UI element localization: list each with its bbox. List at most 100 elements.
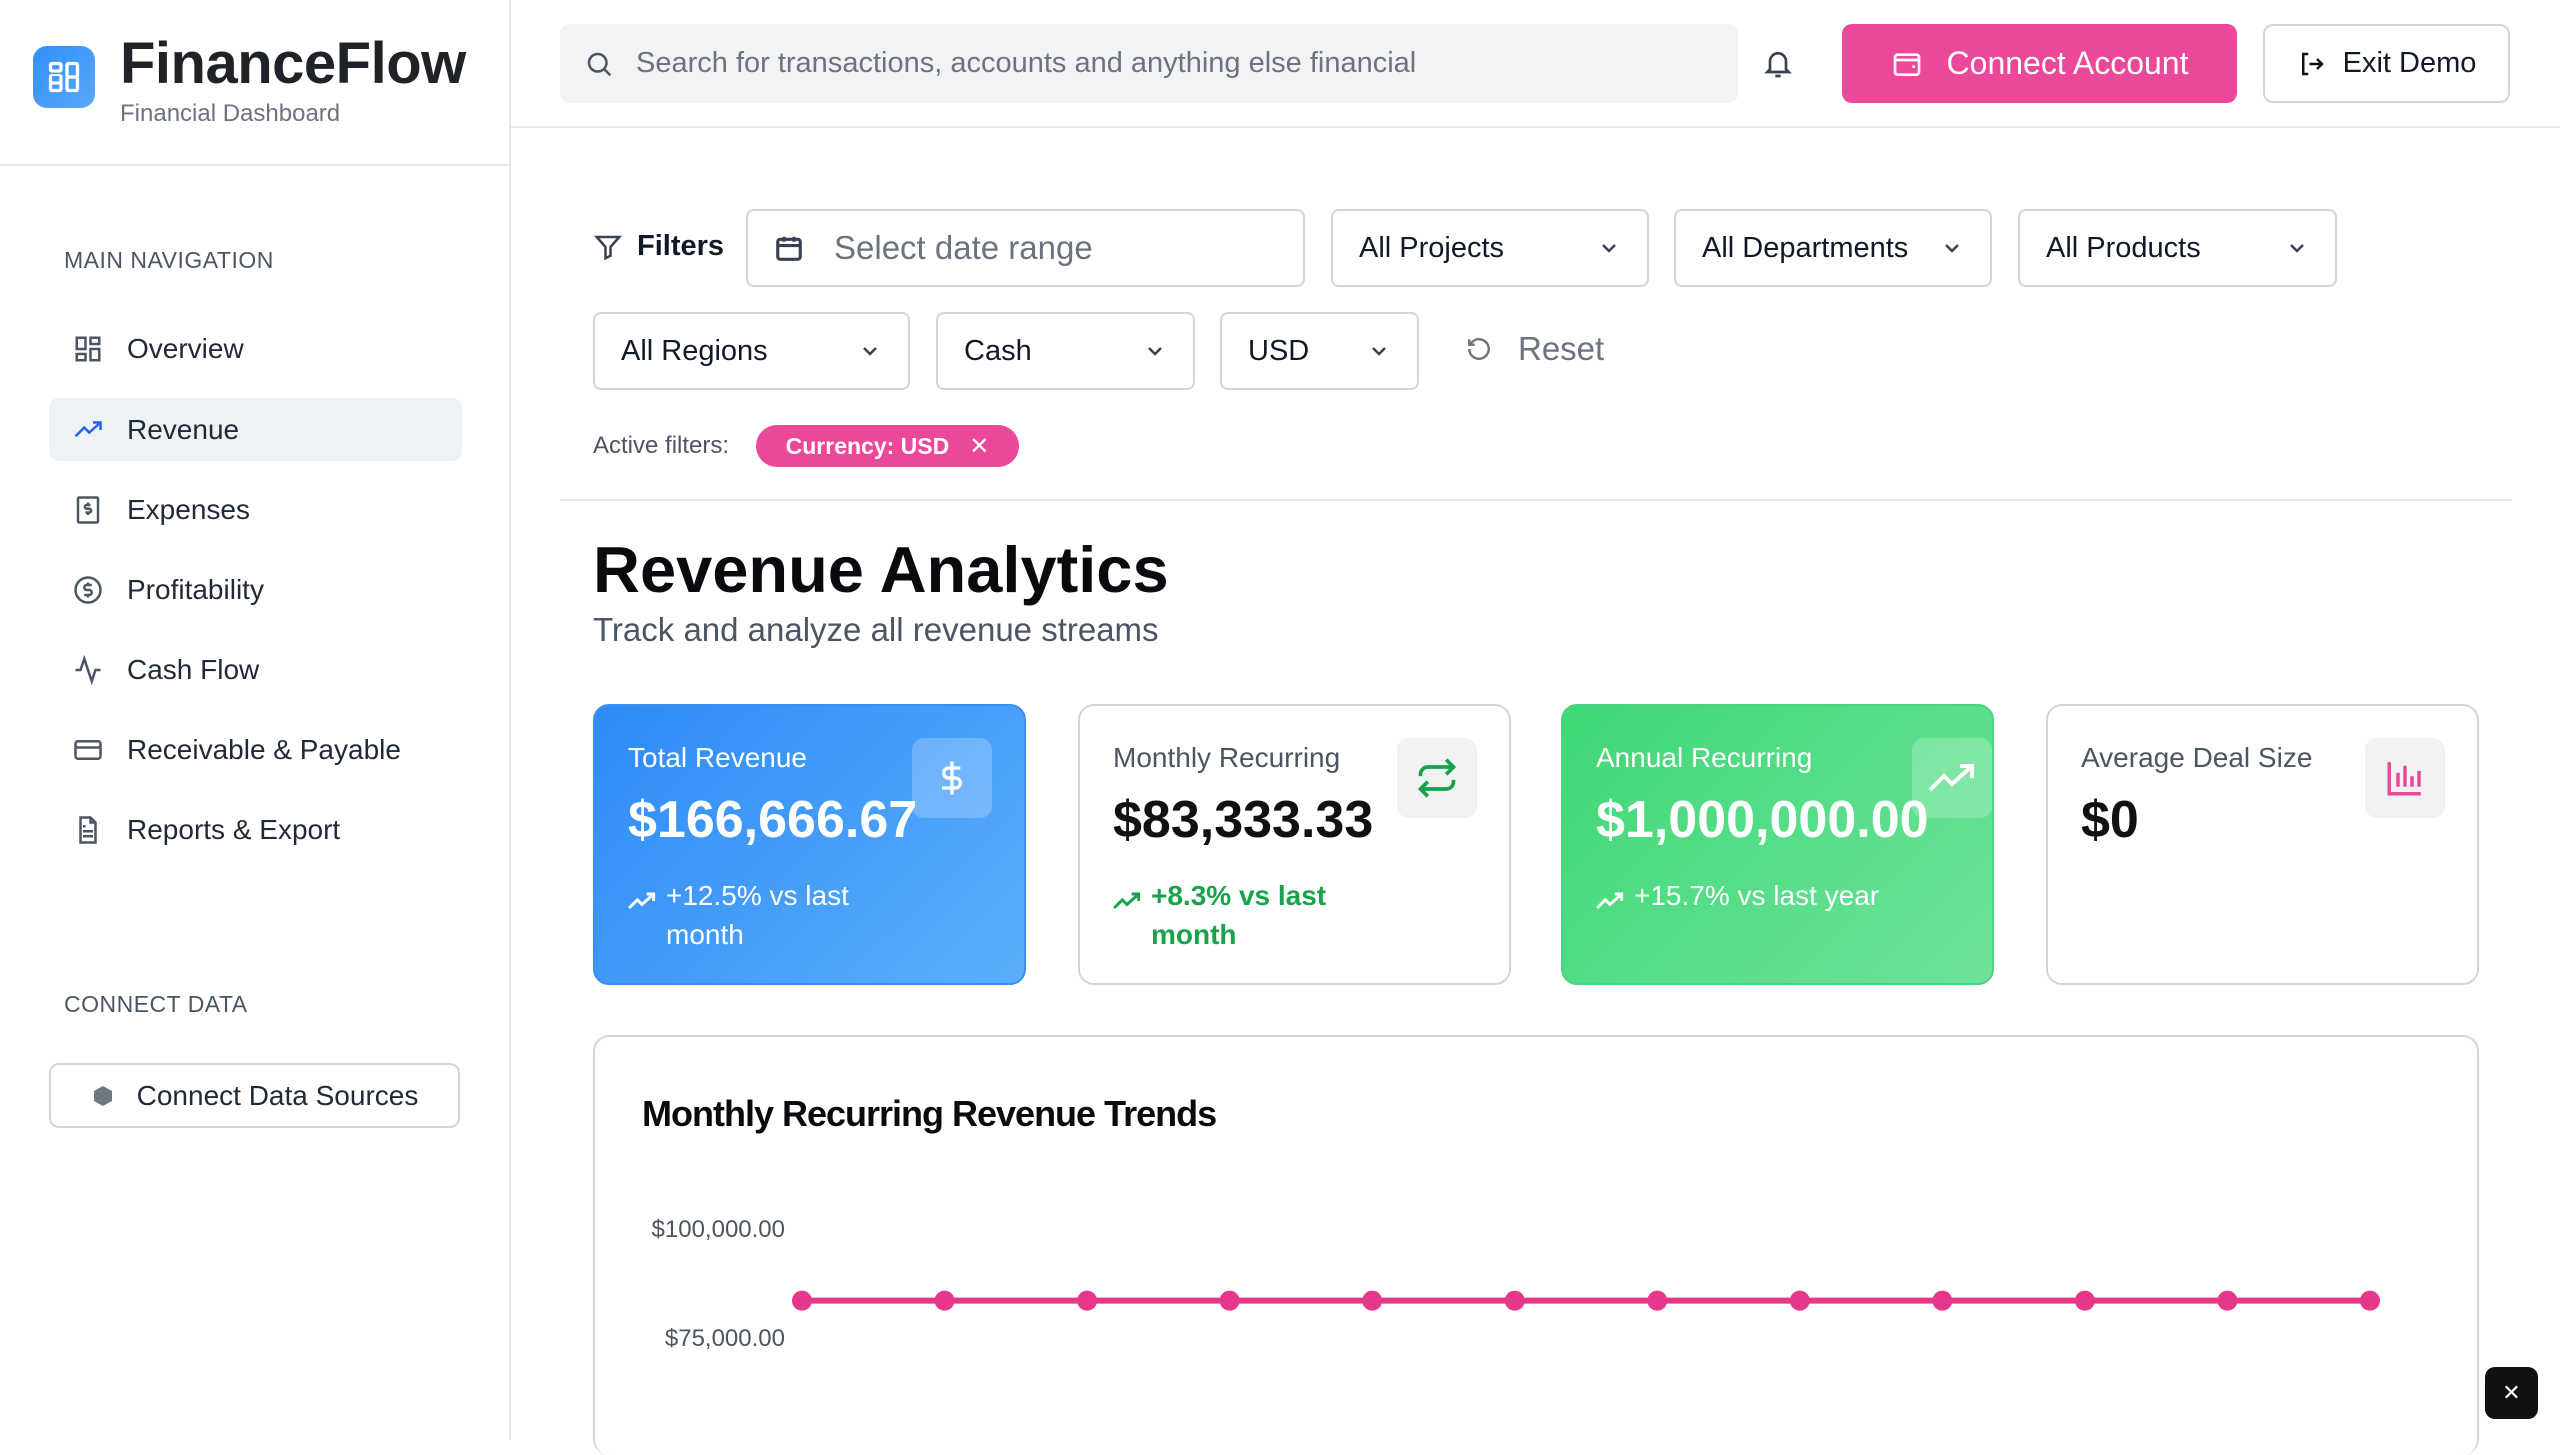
mrr-line-chart: $100,000.00 $75,000.00 — [652, 1216, 2380, 1352]
trending-up-icon — [74, 420, 102, 437]
trending-up-icon — [1113, 892, 1141, 910]
cube-icon — [93, 1085, 112, 1106]
card-change: +15.7% vs last year — [1596, 876, 1936, 915]
data-point[interactable] — [2217, 1290, 2238, 1311]
active-filter-chip-label: Currency: USD — [785, 432, 950, 459]
connect-data-sources-button[interactable]: Connect Data Sources — [49, 1063, 460, 1128]
bell-icon[interactable] — [1762, 47, 1794, 81]
total-revenue-card: Total Revenue $166,666.67 +12.5% vs last… — [593, 704, 1026, 985]
sidebar-item-label: Reports & Export — [127, 813, 341, 845]
log-out-icon — [2301, 52, 2324, 75]
departments-value: All Departments — [1702, 231, 1909, 264]
products-select[interactable]: All Products — [2018, 209, 2337, 287]
card-value: $0 — [2081, 791, 2139, 849]
filters-label: Filters — [593, 230, 724, 263]
sidebar-item-label: Cash Flow — [127, 653, 260, 685]
average-deal-size-card: Average Deal Size $0 — [2046, 704, 2479, 985]
chevron-down-icon — [2290, 244, 2304, 253]
repeat-icon — [1397, 738, 1477, 818]
exit-demo-button[interactable]: Exit Demo — [2263, 24, 2510, 103]
sidebar-item-label: Receivable & Payable — [127, 733, 401, 765]
regions-value: All Regions — [621, 334, 768, 367]
sidebar-item-label: Overview — [127, 332, 244, 364]
brand-name: FinanceFlow — [120, 31, 466, 96]
data-point[interactable] — [1077, 1290, 1098, 1311]
divider — [560, 499, 2512, 501]
card-label: Monthly Recurring — [1113, 742, 1341, 773]
activity-icon — [75, 654, 101, 685]
close-icon[interactable]: ✕ — [969, 432, 990, 460]
sidebar-item-label: Expenses — [127, 493, 250, 525]
card-label: Total Revenue — [628, 742, 808, 773]
grid-icon — [75, 336, 101, 361]
data-point[interactable] — [2360, 1290, 2380, 1311]
projects-value: All Projects — [1359, 231, 1505, 264]
monthly-recurring-card: Monthly Recurring $83,333.33 +8.3% vs la… — [1078, 704, 1511, 985]
sidebar: FinanceFlow Financial Dashboard MAIN NAV… — [0, 0, 511, 1440]
close-icon: ✕ — [2502, 1380, 2521, 1405]
search-icon — [587, 52, 612, 76]
mrr-chart-card: Monthly Recurring Revenue Trends — [593, 1035, 2479, 1455]
card-value: $166,666.67 — [628, 791, 918, 849]
data-point[interactable] — [792, 1290, 812, 1311]
products-value: All Products — [2046, 231, 2201, 264]
data-point[interactable] — [1504, 1290, 1525, 1311]
page-subtitle: Track and analyze all revenue streams — [593, 611, 1159, 648]
chevron-down-icon — [1602, 244, 1616, 253]
data-point[interactable] — [1647, 1290, 1668, 1311]
close-overlay-button[interactable]: ✕ — [2485, 1367, 2538, 1419]
chevron-down-icon — [1945, 244, 1959, 253]
departments-select[interactable]: All Departments — [1674, 209, 1992, 287]
reset-label: Reset — [1518, 330, 1605, 367]
card-label: Average Deal Size — [2081, 742, 2313, 773]
data-point[interactable] — [934, 1290, 955, 1311]
active-filter-chip[interactable]: Currency: USD ✕ — [756, 425, 1019, 467]
sidebar-item-expenses[interactable]: Expenses — [49, 478, 462, 541]
y-tick-label: $100,000.00 — [652, 1216, 785, 1243]
data-point[interactable] — [1219, 1290, 1240, 1311]
file-text-icon — [79, 815, 97, 844]
connect-data-title: CONNECT DATA — [64, 991, 248, 1017]
calendar-icon — [776, 236, 802, 261]
trending-up-icon — [1596, 892, 1624, 910]
sidebar-item-reports-export[interactable]: Reports & Export — [49, 798, 462, 861]
chart-title: Monthly Recurring Revenue Trends — [642, 1093, 1217, 1134]
exit-demo-label: Exit Demo — [2342, 47, 2477, 79]
card-value: $1,000,000.00 — [1596, 791, 1929, 849]
header-divider — [511, 126, 2560, 128]
sidebar-item-receivable-payable[interactable]: Receivable & Payable — [49, 718, 462, 781]
date-range-picker[interactable]: Select date range — [746, 209, 1305, 287]
data-point[interactable] — [2074, 1290, 2095, 1311]
logo-icon — [33, 46, 95, 108]
sidebar-item-label: Profitability — [127, 573, 264, 605]
chevron-down-icon — [863, 347, 877, 356]
sidebar-item-cash-flow[interactable]: Cash Flow — [49, 638, 462, 701]
main-navigation-title: MAIN NAVIGATION — [64, 247, 274, 273]
connect-account-button[interactable]: Connect Account — [1842, 24, 2237, 103]
sidebar-item-overview[interactable]: Overview — [49, 317, 462, 380]
regions-select[interactable]: All Regions — [593, 312, 910, 390]
connect-data-sources-label: Connect Data Sources — [136, 1079, 419, 1111]
projects-select[interactable]: All Projects — [1331, 209, 1649, 287]
reset-button[interactable]: Reset — [1466, 330, 1604, 368]
bar-chart-icon — [2365, 738, 2445, 818]
trending-up-icon — [628, 892, 656, 910]
card-change: +8.3% vs last month — [1113, 876, 1373, 954]
dollar-circle-icon — [74, 575, 102, 604]
sidebar-item-label: Revenue — [127, 413, 240, 445]
dollar-icon — [912, 738, 992, 818]
sidebar-item-revenue[interactable]: Revenue — [49, 398, 462, 461]
basis-select[interactable]: Cash — [936, 312, 1195, 390]
filter-icon — [593, 235, 623, 260]
search-placeholder: Search for transactions, accounts and an… — [636, 47, 1417, 79]
data-point[interactable] — [1789, 1290, 1810, 1311]
search-input[interactable]: Search for transactions, accounts and an… — [560, 24, 1738, 103]
data-point[interactable] — [1362, 1290, 1383, 1311]
data-point[interactable] — [1932, 1290, 1953, 1311]
currency-select[interactable]: USD — [1220, 312, 1419, 390]
rotate-ccw-icon — [1468, 338, 1490, 360]
card-label: Annual Recurring — [1596, 742, 1813, 773]
sidebar-item-profitability[interactable]: Profitability — [49, 558, 462, 621]
date-range-placeholder: Select date range — [834, 229, 1093, 266]
trending-up-icon — [1912, 738, 1992, 818]
